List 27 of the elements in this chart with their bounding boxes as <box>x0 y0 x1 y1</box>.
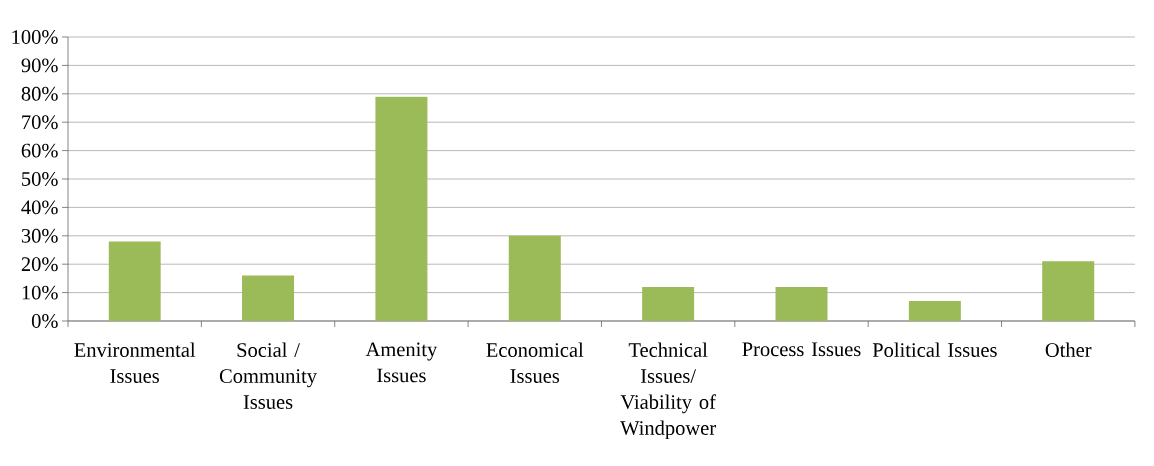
y-tick-label: 20% <box>21 257 58 272</box>
bar <box>908 301 961 321</box>
bar <box>1042 261 1095 321</box>
x-tick-label: Amenity Issues <box>365 342 438 383</box>
y-tick-label: 90% <box>21 58 58 73</box>
x-tick-label: Other <box>1045 342 1092 357</box>
y-tick-label: 50% <box>22 172 58 186</box>
y-tick-label: 100% <box>12 30 58 44</box>
bar <box>775 286 828 321</box>
x-tick-label: Economical Issues <box>486 342 584 383</box>
y-tick-label: 0% <box>31 314 58 328</box>
y-tick-label: 70% <box>22 115 58 130</box>
y-tick-label: 10% <box>22 285 58 300</box>
y-tick-label: 40% <box>21 200 58 215</box>
bar <box>375 96 428 321</box>
y-tick-label: 60% <box>21 143 58 158</box>
x-tick-label: Political Issues <box>872 342 997 357</box>
bar <box>642 286 695 321</box>
x-tick-label: Social / Community Issues <box>219 342 317 409</box>
y-tick-label: 30% <box>21 228 58 243</box>
bar <box>242 275 295 321</box>
x-tick-label: Environmental Issues <box>74 342 196 383</box>
bar <box>508 235 561 321</box>
x-tick-label: Technical Issues/ Viability of Windpower <box>620 342 716 440</box>
x-tick-label: Process Issues <box>742 342 861 357</box>
bar <box>108 241 161 321</box>
y-tick-label: 80% <box>21 86 58 101</box>
